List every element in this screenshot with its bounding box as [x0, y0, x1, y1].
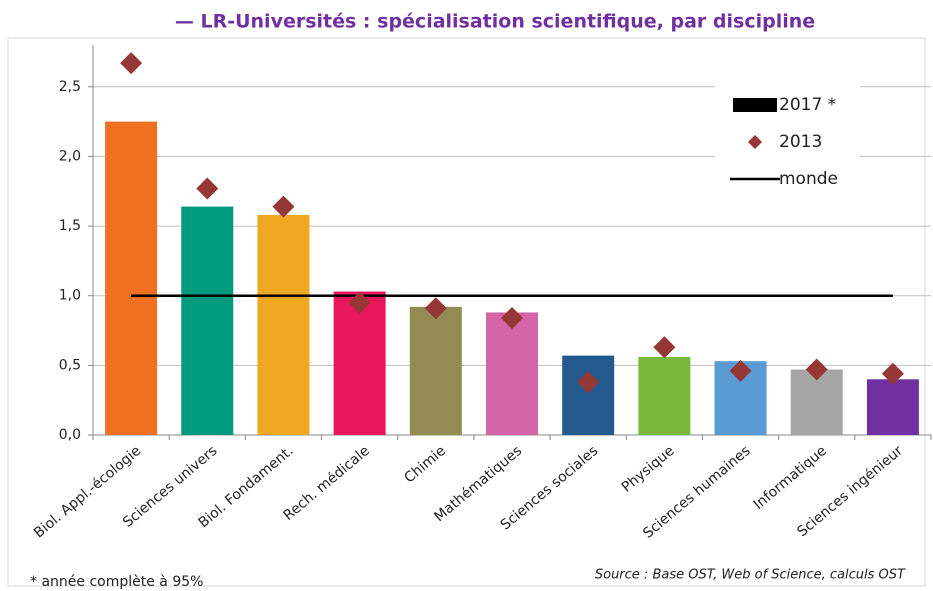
- legend: 2017 * 2013 monde: [715, 85, 860, 197]
- bar: [181, 206, 234, 435]
- bar: [866, 379, 919, 435]
- x-tick-label: Physique: [619, 443, 678, 496]
- bar: [486, 312, 538, 435]
- marker: [348, 291, 371, 314]
- legend-label: 2017 *: [779, 95, 836, 115]
- y-tick-label: 2,0: [59, 148, 81, 164]
- marker: [577, 371, 600, 394]
- y-tick-label: 2,5: [59, 79, 81, 95]
- legend-swatch: [733, 98, 777, 112]
- bar: [562, 355, 615, 435]
- legend-label: 2013: [779, 132, 822, 152]
- bar: [409, 306, 462, 435]
- legend-label: monde: [779, 169, 838, 189]
- footnote: * année complète à 95%: [30, 574, 203, 590]
- bar: [105, 121, 158, 435]
- legend-swatch: [748, 135, 762, 149]
- y-tick-label: 1,0: [59, 288, 81, 304]
- marker: [196, 177, 219, 200]
- marker: [120, 52, 143, 75]
- marker: [729, 359, 752, 382]
- bar: [333, 291, 386, 435]
- source: Source : Base OST, Web of Science, calcu…: [595, 568, 906, 583]
- marker: [805, 358, 828, 381]
- x-tick-label: Informatique: [751, 443, 830, 513]
- marker: [501, 307, 523, 329]
- chart-frame: [7, 37, 926, 587]
- bar: [257, 214, 310, 435]
- marker: [424, 297, 447, 320]
- y-tick-label: 1,5: [59, 218, 81, 234]
- y-tick-label: 0,0: [59, 427, 81, 443]
- marker: [272, 195, 295, 218]
- x-tick-label: Chimie: [401, 443, 449, 487]
- marker: [881, 362, 904, 385]
- y-tick-label: 0,5: [59, 357, 81, 373]
- chart-title: — LR-Universités : spécialisation scient…: [175, 11, 815, 33]
- bar: [638, 357, 691, 435]
- marker: [653, 336, 676, 359]
